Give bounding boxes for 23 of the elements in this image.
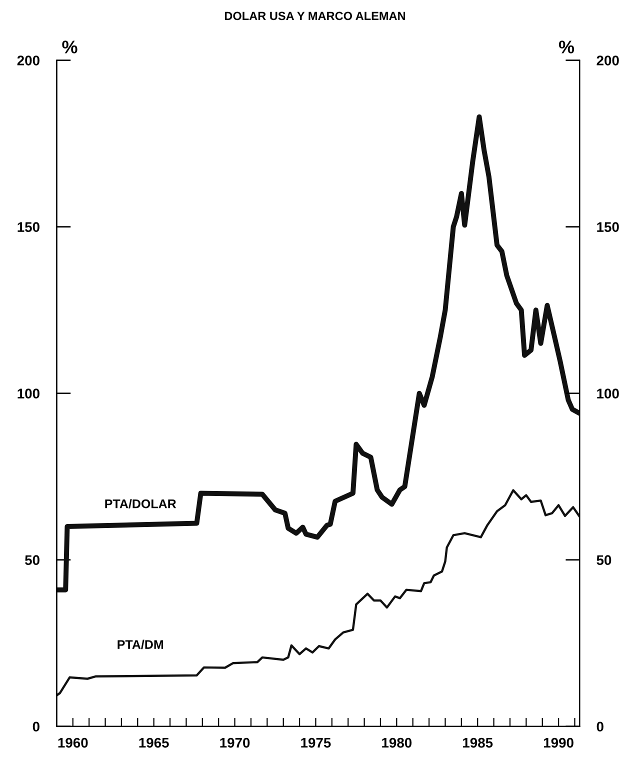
- y-axis-title: %: [62, 40, 78, 54]
- y2-tick-label: 200: [596, 56, 619, 66]
- y-tick-label: 150: [18, 222, 40, 232]
- y2-tick-label: 150: [597, 222, 619, 232]
- chart-title: DOLAR USA Y MARCO ALEMAN: [224, 12, 406, 20]
- series-label: PTA/DOLAR: [105, 499, 176, 508]
- y2-tick-label: 50: [596, 555, 612, 566]
- x-tick-label: 1990: [544, 738, 574, 748]
- y-tick-label: 0: [32, 722, 40, 732]
- x-tick-label: 1985: [463, 738, 493, 748]
- y2-tick-label: 100: [597, 388, 619, 398]
- x-tick-label: 1960: [58, 738, 88, 748]
- y-tick-label: 50: [25, 555, 40, 566]
- x-tick-label: 1970: [220, 738, 250, 748]
- x-tick-label: 1980: [382, 738, 412, 748]
- y2-axis-title: %: [558, 40, 574, 54]
- y-tick-label: 100: [18, 388, 40, 398]
- line-series: [56, 489, 580, 697]
- x-tick-label: 1965: [139, 738, 169, 748]
- y2-tick-label: 0: [596, 722, 604, 732]
- text: PTA/DM: [118, 640, 164, 650]
- x-tick-label: 1975: [301, 738, 331, 748]
- y-tick-label: 200: [17, 56, 40, 66]
